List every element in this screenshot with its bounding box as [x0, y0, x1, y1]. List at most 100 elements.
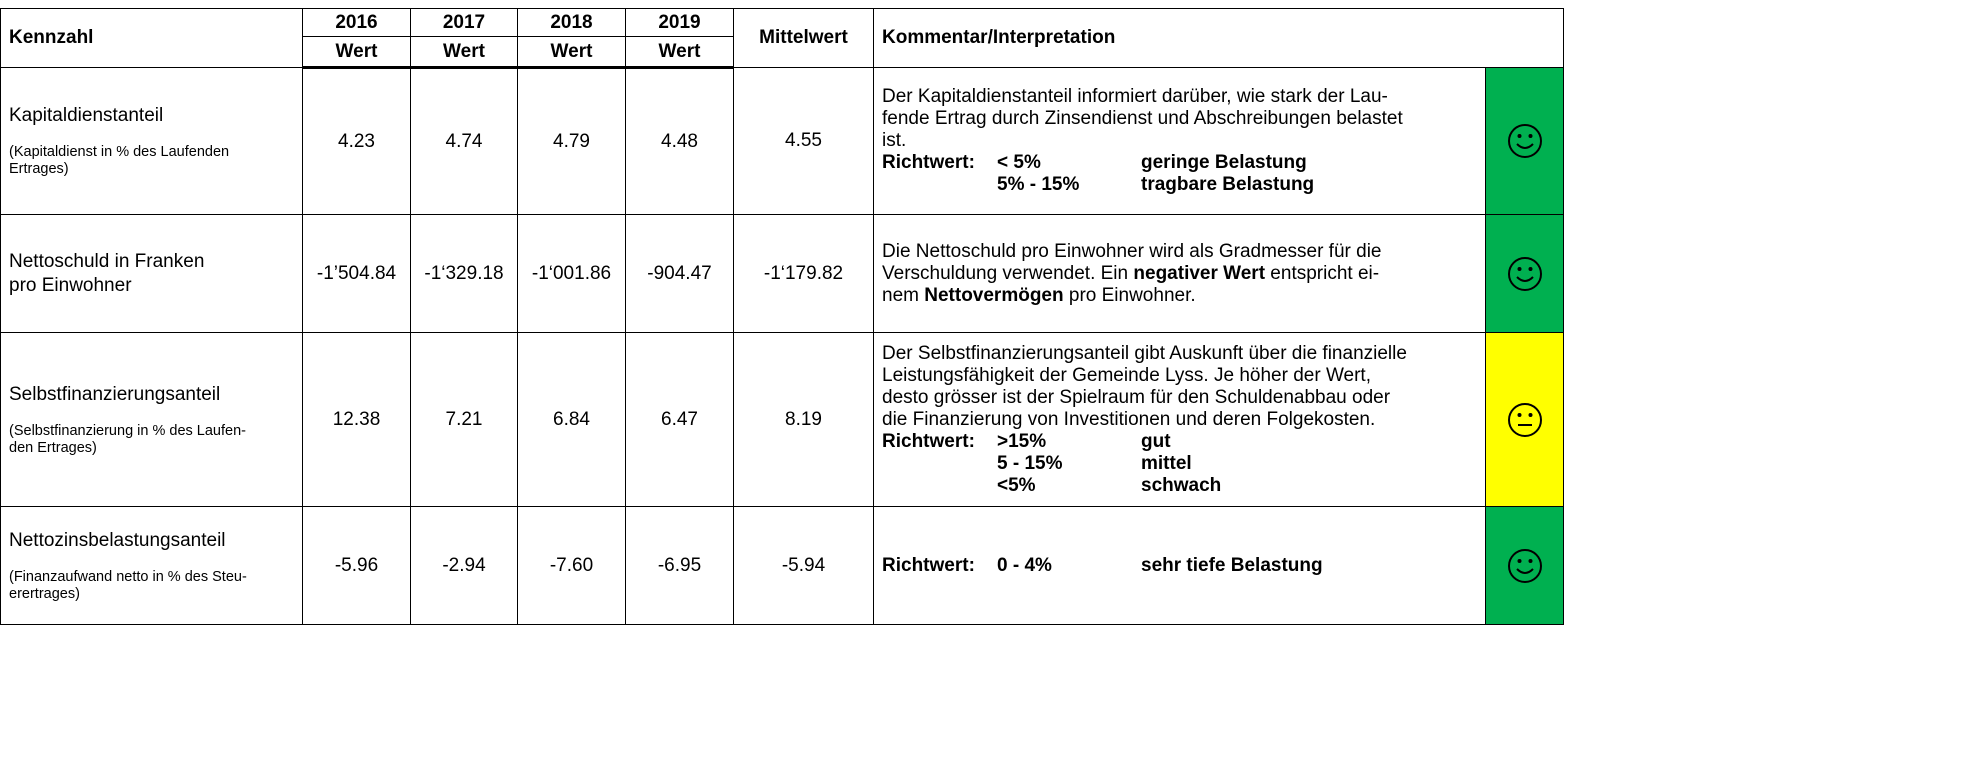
- header-cell: Kommentar/Interpretation: [873, 8, 1564, 68]
- name-line: Kapitaldienstanteil: [9, 105, 164, 126]
- name-cell: Kapitaldienstanteil (Kapitaldienst in % d…: [0, 67, 303, 215]
- value-cell: -904.47: [625, 214, 734, 333]
- eye: [1528, 412, 1532, 417]
- guide-range: <5%: [997, 474, 1036, 496]
- note-line: den Ertrages): [9, 439, 97, 456]
- mean-cell: -1‘179.82: [733, 214, 874, 333]
- data-row: Selbstfinanzierungsanteil (Selbstfinanzie…: [0, 332, 1564, 507]
- indicator-cell: [1485, 214, 1564, 333]
- comment-line: Verschuldung verwendet. Ein negativer We…: [882, 263, 1477, 285]
- eye: [1517, 412, 1521, 417]
- guide-text: schwach: [1141, 474, 1222, 496]
- comment-text: negativer Wert: [1133, 262, 1266, 284]
- name: Nettoschuld in Franken pro Einwohner: [9, 250, 302, 298]
- data-row: Kapitaldienstanteil (Kapitaldienst in % d…: [0, 67, 1564, 215]
- guide-line: Richtwert: >15% gut: [882, 431, 1477, 453]
- value-cell: 4.79: [517, 67, 626, 215]
- data-row: Nettozinsbelastungsanteil (Finanzaufwand …: [0, 506, 1564, 625]
- face: [1507, 124, 1542, 158]
- value-cell: 7.21: [410, 332, 518, 507]
- value-cell: -7.60: [517, 506, 626, 625]
- comment-line: Der Kapitaldienstanteil informiert darüb…: [882, 86, 1477, 108]
- face: [1507, 402, 1542, 437]
- comment-line: ist.: [882, 130, 1477, 152]
- comment-text: Nettovermögen: [924, 284, 1064, 306]
- comment-line: Leistungsfähigkeit der Gemeinde Lyss. Je…: [882, 365, 1477, 387]
- year-header: 2018: [517, 8, 626, 37]
- comment-cell: Der Selbstfinanzierungsanteil gibt Ausku…: [873, 332, 1486, 507]
- header-row: Kennzahl 2016 2017 2018 2019 Mittelwert …: [0, 8, 1564, 68]
- sub-header: Wert: [517, 36, 626, 69]
- guide-text: sehr tiefe Belastung: [1141, 554, 1323, 576]
- value-cell: 4.23: [302, 67, 411, 215]
- guide-label: Richtwert:: [882, 430, 975, 452]
- value-cell: -1‘001.86: [517, 214, 626, 333]
- guide-line: Richtwert: 0 - 4% sehr tiefe Belastung: [882, 555, 1477, 577]
- value-cell: 4.48: [625, 67, 734, 215]
- guide-text: geringe Belastung: [1141, 152, 1307, 173]
- guide-text: mittel: [1141, 452, 1192, 474]
- face: [1507, 256, 1542, 291]
- note: (Selbstfinanzierung in % des Laufen-den …: [9, 423, 302, 457]
- name-cell: Nettoschuld in Franken pro Einwohner: [0, 214, 303, 333]
- value-cell: 12.38: [302, 332, 411, 507]
- mean-cell: 8.19: [733, 332, 874, 507]
- comment-text: fende Ertrag durch Zinsendienst und Absc…: [882, 108, 1403, 129]
- value-cell: -2.94: [410, 506, 518, 625]
- eye: [1517, 134, 1521, 138]
- guide-line: Richtwert: < 5% geringe Belastung: [882, 152, 1477, 174]
- mouth: [1515, 275, 1534, 282]
- guide-text: gut: [1141, 430, 1171, 452]
- header-row: Wert Wert Wert Wert: [1, 36, 1564, 69]
- name: Selbstfinanzierungsanteil: [9, 383, 302, 407]
- comment-text: ist.: [882, 130, 907, 151]
- guide-line: <5% schwach: [882, 475, 1477, 497]
- guide-range: 5 - 15%: [997, 452, 1063, 474]
- comment-text: Der Selbstfinanzierungsanteil gibt Ausku…: [882, 342, 1407, 364]
- indicator-cell: [1485, 67, 1564, 215]
- comment-text: die Finanzierung von Investitionen und d…: [882, 408, 1376, 430]
- comment-cell: Richtwert: 0 - 4% sehr tiefe Belastung: [873, 506, 1486, 625]
- comment-line: desto grösser ist der Spielraum für den …: [882, 387, 1477, 409]
- mean-cell: 4.55: [733, 67, 874, 215]
- guide-range: >15%: [997, 430, 1047, 452]
- guide-label: [882, 453, 997, 475]
- eye: [1528, 134, 1532, 138]
- name-line: Nettoschuld in Franken: [9, 250, 205, 272]
- guide-line: 5 - 15% mittel: [882, 453, 1477, 475]
- value-cell: -1’504.84: [302, 214, 411, 333]
- comment-line: die Finanzierung von Investitionen und d…: [882, 409, 1477, 431]
- guide-label: [882, 174, 997, 196]
- header-cell: Kennzahl: [0, 8, 303, 68]
- guide-text: tragbare Belastung: [1141, 174, 1315, 195]
- comment-text: nem: [882, 284, 925, 306]
- mean-cell: -5.94: [733, 506, 874, 625]
- value-cell: -6.95: [625, 506, 734, 625]
- mouth: [1515, 143, 1534, 149]
- note-line: (Selbstfinanzierung in % des Laufen-: [9, 422, 246, 439]
- eye: [1517, 266, 1521, 271]
- sub-header: Wert: [410, 36, 518, 69]
- name-cell: Selbstfinanzierungsanteil (Selbstfinanzie…: [0, 332, 303, 507]
- name-line: Nettozinsbelastungsanteil: [9, 529, 226, 551]
- smiley: [1507, 402, 1542, 437]
- mouth: [1515, 567, 1534, 574]
- year-header: 2019: [625, 8, 734, 37]
- note: (Finanzaufwand netto in % des Steu-erert…: [9, 569, 302, 603]
- guide-label: Richtwert:: [882, 554, 975, 576]
- guide-range: < 5%: [997, 152, 1041, 173]
- name-cell: Nettozinsbelastungsanteil (Finanzaufwand …: [0, 506, 303, 625]
- comment-text: Leistungsfähigkeit der Gemeinde Lyss. Je…: [882, 364, 1371, 386]
- note-line: erertrages): [9, 585, 80, 602]
- name: Nettozinsbelastungsanteil: [9, 529, 302, 553]
- comment-line: nem Nettovermögen pro Einwohner.: [882, 285, 1477, 307]
- value-cell: 6.47: [625, 332, 734, 507]
- comment-text: Die Nettoschuld pro Einwohner wird als G…: [882, 240, 1382, 262]
- note-line: (Finanzaufwand netto in % des Steu-: [9, 568, 247, 585]
- year-header: 2017: [410, 8, 518, 37]
- comment-text: Verschuldung verwendet. Ein: [882, 262, 1134, 284]
- guide-label: [882, 475, 997, 497]
- comment-cell: Der Kapitaldienstanteil informiert darüb…: [873, 67, 1486, 215]
- indicator-cell: [1485, 332, 1564, 507]
- value-cell: -1‘329.18: [410, 214, 518, 333]
